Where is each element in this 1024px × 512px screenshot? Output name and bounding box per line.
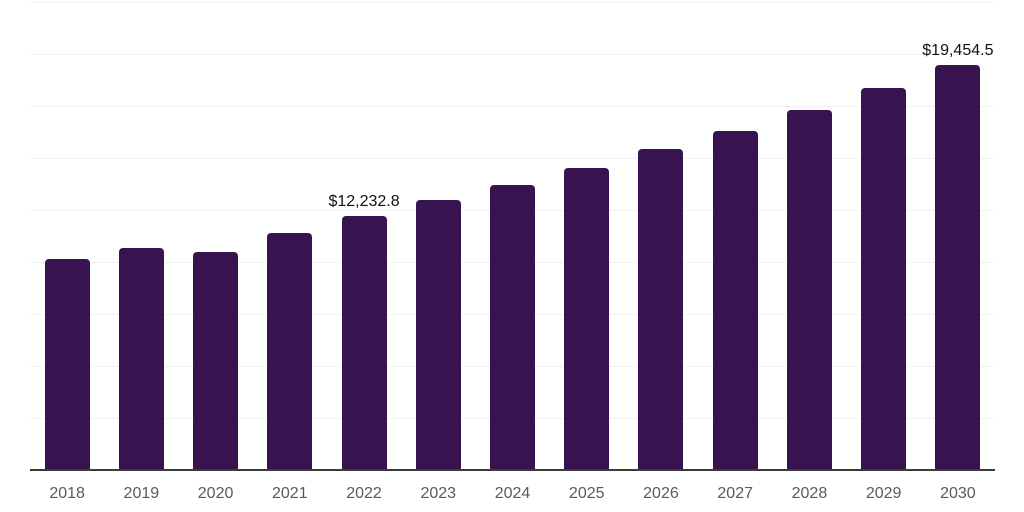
x-tick-label-2027: 2027 xyxy=(717,485,753,502)
bar-2023 xyxy=(415,200,461,470)
bar-2030 xyxy=(935,65,981,470)
x-tick-label-2024: 2024 xyxy=(494,485,531,502)
bar-2026 xyxy=(638,149,684,470)
x-tick-label-2026: 2026 xyxy=(643,485,679,502)
bar-value-label-2022: $12,232.8 xyxy=(328,192,400,210)
x-tick-label-2022: 2022 xyxy=(346,485,382,502)
bar-2019 xyxy=(118,248,164,470)
bar-2029 xyxy=(861,87,907,470)
x-tick-label-2018: 2018 xyxy=(49,485,85,502)
gridline xyxy=(30,54,995,55)
bar-2024 xyxy=(490,185,535,470)
x-tick-label-2029: 2029 xyxy=(865,485,902,502)
gridline xyxy=(30,2,995,3)
x-tick-label-2021: 2021 xyxy=(272,485,308,502)
bar-2027 xyxy=(712,130,758,470)
gridline xyxy=(30,158,995,159)
x-axis-line xyxy=(30,469,995,471)
bar-2028 xyxy=(786,110,832,470)
x-tick-label-2019: 2019 xyxy=(123,485,160,502)
bar-value-label-2030: $19,454.5 xyxy=(922,42,994,60)
gridline xyxy=(30,106,995,107)
bar-2020 xyxy=(193,251,239,470)
x-tick-label-2025: 2025 xyxy=(568,485,605,502)
bar-2022 xyxy=(341,215,387,470)
bar-2021 xyxy=(267,232,313,470)
x-tick-label-2030: 2030 xyxy=(940,485,976,502)
bar-2025 xyxy=(564,167,610,470)
x-tick-label-2028: 2028 xyxy=(791,485,828,502)
x-tick-label-2023: 2023 xyxy=(420,485,457,502)
bar-2018 xyxy=(44,258,90,470)
x-tick-label-2020: 2020 xyxy=(197,485,234,502)
